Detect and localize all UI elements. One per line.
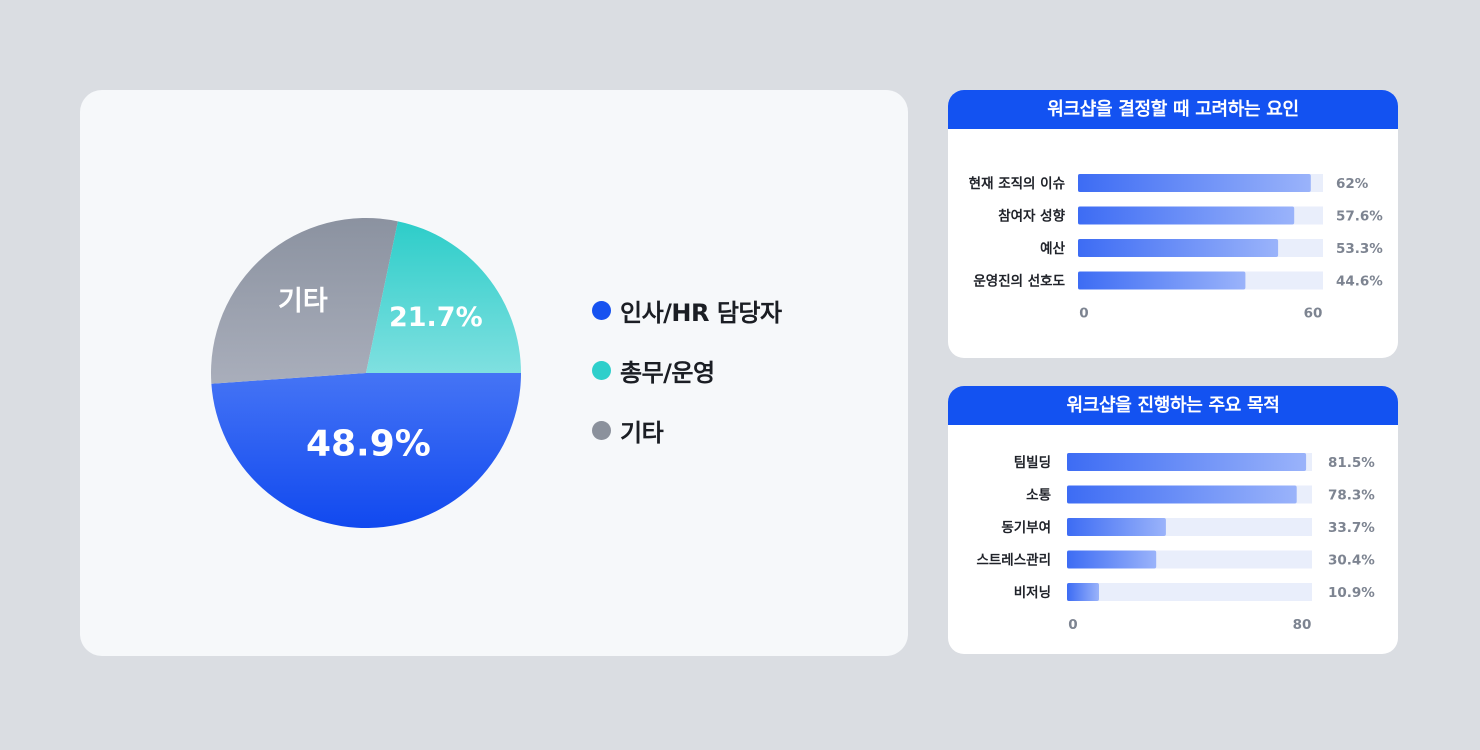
factors-chart-title: 워크샵을 결정할 때 고려하는 요인 xyxy=(948,90,1398,129)
purposes-tick-label: 80 xyxy=(1293,617,1312,633)
purposes-category-label: 동기부여 xyxy=(1001,519,1051,536)
purposes-bar xyxy=(1067,550,1157,569)
purposes-value-label: 33.7% xyxy=(1328,520,1375,536)
purposes-category-label: 스트레스관리 xyxy=(976,552,1051,569)
purposes-bar-chart: 팀빌딩 81.5% 소통 78.3% 동기부여 33.7% 스트레스관리 30.4% 비저닝 10… xyxy=(976,453,1375,633)
legend-item-hr: 인사/HR 담당자 xyxy=(592,295,782,327)
factors-category-label: 참여자 성향 xyxy=(998,208,1065,225)
purposes-category-label: 소통 xyxy=(1026,488,1051,504)
legend-swatch-hr xyxy=(592,300,611,320)
pie-slice-label-총무-운영: 21.7% xyxy=(389,302,483,333)
factors-category-label: 운영진의 선호도 xyxy=(973,273,1065,290)
legend-label-hr: 인사/HR 담당자 xyxy=(620,298,782,327)
purposes-bar xyxy=(1067,453,1307,471)
purposes-bar xyxy=(1067,583,1099,601)
pie-slice-인사-hr-담당자 xyxy=(211,373,521,528)
factors-category-label: 예산 xyxy=(1040,240,1065,257)
legend-label-other: 기타 xyxy=(620,418,664,447)
factors-category-label: 현재 조직의 이슈 xyxy=(969,175,1066,192)
factors-bar xyxy=(1078,239,1279,257)
purposes-tick-label: 0 xyxy=(1068,617,1077,633)
factors-tick-label: 60 xyxy=(1304,306,1323,322)
factors-bar-card: 워크샵을 결정할 때 고려하는 요인 현재 조직의 이슈 62% 참여자 성향 57.… xyxy=(948,90,1398,358)
purposes-bar-card: 워크샵을 진행하는 주요 목적 팀빌딩 81.5% 소통 78.3% 동기부여 33.7%… xyxy=(948,386,1398,654)
factors-value-label: 62% xyxy=(1336,176,1369,192)
pie-slice-총무-운영 xyxy=(366,221,521,373)
legend-item-other: 기타 xyxy=(592,415,782,447)
pie-legend: 인사/HR 담당자 총무/운영 기타 xyxy=(592,295,782,475)
purposes-bar-track xyxy=(1067,583,1312,601)
factors-value-label: 53.3% xyxy=(1336,241,1383,257)
factors-bar xyxy=(1078,206,1295,225)
purposes-chart-title: 워크샵을 진행하는 주요 목적 xyxy=(948,386,1398,425)
legend-label-general-affairs: 총무/운영 xyxy=(620,358,715,387)
factors-bar xyxy=(1078,271,1246,290)
factors-tick-label: 0 xyxy=(1079,306,1088,322)
purposes-value-label: 81.5% xyxy=(1328,455,1375,471)
purposes-value-label: 30.4% xyxy=(1328,553,1375,569)
pie-slice-기타 xyxy=(211,217,398,384)
purposes-category-label: 비저닝 xyxy=(1014,585,1051,601)
purposes-bar xyxy=(1067,518,1166,536)
purposes-value-label: 78.3% xyxy=(1328,488,1375,504)
factors-value-label: 44.6% xyxy=(1336,274,1383,290)
pie-slice-label-기타: 기타 xyxy=(278,286,328,317)
factors-bar xyxy=(1078,174,1311,192)
purposes-value-label: 10.9% xyxy=(1328,585,1375,601)
purposes-category-label: 팀빌딩 xyxy=(1014,454,1051,471)
factors-value-label: 57.6% xyxy=(1336,209,1383,225)
legend-item-general-affairs: 총무/운영 xyxy=(592,355,782,387)
pie-chart: 48.9% 21.7% 기타 xyxy=(211,217,521,528)
legend-swatch-general-affairs xyxy=(592,360,611,380)
factors-bar-chart: 현재 조직의 이슈 62% 참여자 성향 57.6% 예산 53.3% 운영진의 선호도 44… xyxy=(969,174,1383,322)
pie-slice-label-인사-hr-담당자: 48.9% xyxy=(306,424,431,465)
purposes-bar xyxy=(1067,485,1297,504)
legend-swatch-other xyxy=(592,420,611,440)
pie-chart-card: 48.9% 21.7% 기타 인사/HR 담당자 총무/운영 기타 xyxy=(80,90,908,656)
